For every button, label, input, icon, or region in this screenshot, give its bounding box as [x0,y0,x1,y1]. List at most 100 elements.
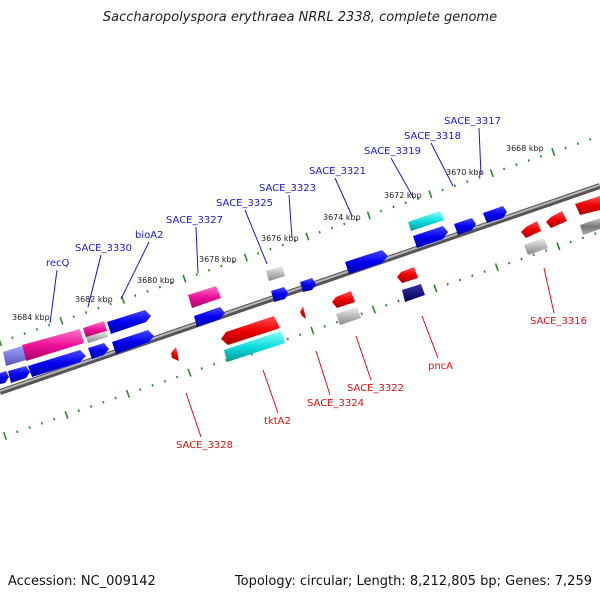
gene-label-recq[interactable]: recQ [46,258,70,269]
minor-tick [257,251,260,255]
gene-arrow-sace3322[interactable] [332,291,355,308]
gene-label-sace3321[interactable]: SACE_3321 [309,166,366,177]
reverse-label-leaders [185,267,555,438]
minor-tick [23,332,26,335]
gene-arrow[interactable] [408,211,444,231]
minor-tick [298,333,302,337]
gene-arrow[interactable] [300,278,316,292]
major-tick [551,147,556,157]
minor-tick [40,421,44,425]
gene-label-sace3318[interactable]: SACE_3318 [404,131,461,142]
major-tick [182,274,187,283]
minor-tick [458,278,462,282]
gene-arrow[interactable] [224,331,285,362]
gene-label-sace3323[interactable]: SACE_3323 [259,183,316,194]
gene-arrow-pnca[interactable] [397,267,418,283]
gene-label-tkta2[interactable]: tktA2 [264,416,291,427]
minor-tick [581,236,585,240]
minor-tick [416,197,420,200]
gene-label-sace3327[interactable]: SACE_3327 [166,215,223,226]
minor-tick [453,184,457,188]
minor-tick [207,268,211,272]
tick-label-3668: 3668 kbp [506,144,544,153]
tick-label-3670: 3670 kbp [446,168,484,177]
gene-arrow-sace3328[interactable] [171,347,179,361]
gene-label-sace3330[interactable]: SACE_3330 [75,243,132,254]
gene-arrow-sace3327[interactable] [188,286,221,308]
tick-label-3676: 3676 kbp [261,234,299,243]
gene-arrow[interactable] [546,211,567,228]
gene-arrow[interactable] [3,346,26,366]
gene-arrow-recq[interactable] [22,329,84,361]
minor-tick [466,180,469,183]
gene-arrow[interactable] [454,218,476,235]
minor-tick [569,240,572,244]
minor-tick [114,396,117,400]
minor-tick [281,243,284,247]
gene-arrow-bioa2[interactable] [107,310,151,334]
gene-label-sace3317[interactable]: SACE_3317 [444,116,501,127]
minor-tick [212,362,216,366]
minor-tick [16,430,19,434]
gene-label-sace3324[interactable]: SACE_3324 [307,398,364,409]
minor-tick [195,273,198,276]
minor-tick [97,306,100,310]
gene-label-sace3322[interactable]: SACE_3322 [347,383,404,394]
gene-arrow[interactable] [88,343,109,359]
gene-arrow[interactable] [86,331,108,343]
minor-tick [502,167,506,171]
minor-tick [564,146,567,150]
gene-arrow[interactable] [336,307,361,325]
gene-arrow[interactable] [402,284,425,302]
topology-text: Topology: circular; Length: 8,212,805 bp… [234,574,592,589]
gene-arrow-tkta2[interactable] [221,316,280,345]
major-tick [433,284,438,293]
minor-tick [77,409,80,413]
gene-label-sace3325[interactable]: SACE_3325 [216,198,273,209]
minor-tick [527,159,530,162]
minor-tick [200,367,203,370]
minor-tick [158,285,161,289]
minor-tick [53,417,56,421]
ruler-labels: 3668 kbp 3670 kbp 3672 kbp 3674 kbp 3676… [12,144,544,322]
gene-arrow-sace3330[interactable] [83,321,107,338]
gene-arrow-sace3323[interactable] [271,287,288,302]
gene-arrow[interactable] [580,218,600,235]
minor-tick [404,201,407,205]
minor-tick [84,311,88,314]
gene-arrow-sace3325[interactable] [266,266,285,281]
gene-label-sace3316[interactable]: SACE_3316 [530,316,587,327]
minor-tick [508,261,511,265]
minor-tick [441,188,444,192]
gene-label-pnca[interactable]: pncA [428,361,453,372]
major-tick [2,431,8,441]
gene-label-bioa2[interactable]: bioA2 [135,230,163,241]
minor-tick [286,337,289,341]
gene-label-sace3319[interactable]: SACE_3319 [364,146,421,157]
minor-tick [483,270,486,273]
minor-tick [89,405,93,408]
major-tick [489,169,494,178]
gene-arrow[interactable] [483,206,507,223]
gene-arrow-sace3319[interactable] [413,226,448,248]
minor-tick [397,299,400,303]
gene-arrow[interactable] [575,196,600,215]
minor-tick [134,294,137,297]
gene-arrow[interactable] [112,330,154,354]
minor-tick [343,222,346,226]
minor-tick [532,253,535,257]
accession-text: Accession: NC_009142 [8,574,156,589]
gene-arrow-sace3321[interactable] [345,250,388,274]
gene-arrow[interactable] [194,307,225,327]
gene-arrow-sace3316[interactable] [521,221,541,238]
gene-arrow[interactable] [524,238,548,255]
gene-arrow[interactable] [0,371,9,384]
gene-arrow[interactable] [8,366,30,383]
minor-tick [139,388,142,392]
gene-arrow-sace3324[interactable] [300,306,306,319]
gene-label-sace3328[interactable]: SACE_3328 [176,440,233,451]
gene-arrow[interactable] [28,350,86,377]
minor-tick [225,358,228,362]
major-tick [64,410,69,419]
